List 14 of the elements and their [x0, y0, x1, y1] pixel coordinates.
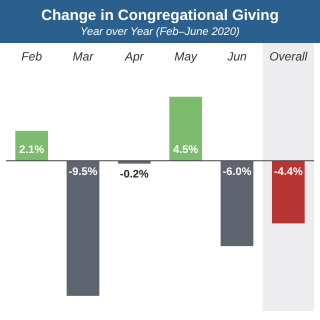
x-tick-label: Overall [269, 50, 308, 64]
x-tick-label: May [174, 50, 198, 64]
chart-title: Change in Congregational Giving [40, 7, 280, 24]
data-label: -0.2% [120, 168, 149, 181]
x-tick-label: Mar [72, 50, 94, 64]
chart-subtitle: Year over Year (Feb–June 2020) [79, 26, 241, 38]
data-label: 2.1% [19, 144, 44, 156]
x-tick-label: Apr [124, 50, 145, 64]
data-label: -6.0% [222, 166, 252, 178]
data-label: -4.4% [274, 166, 303, 178]
x-tick-label: Feb [21, 50, 42, 64]
data-label: 4.5% [173, 144, 198, 156]
x-tick-label: Jun [226, 50, 247, 64]
data-label: -9.5% [68, 166, 98, 178]
